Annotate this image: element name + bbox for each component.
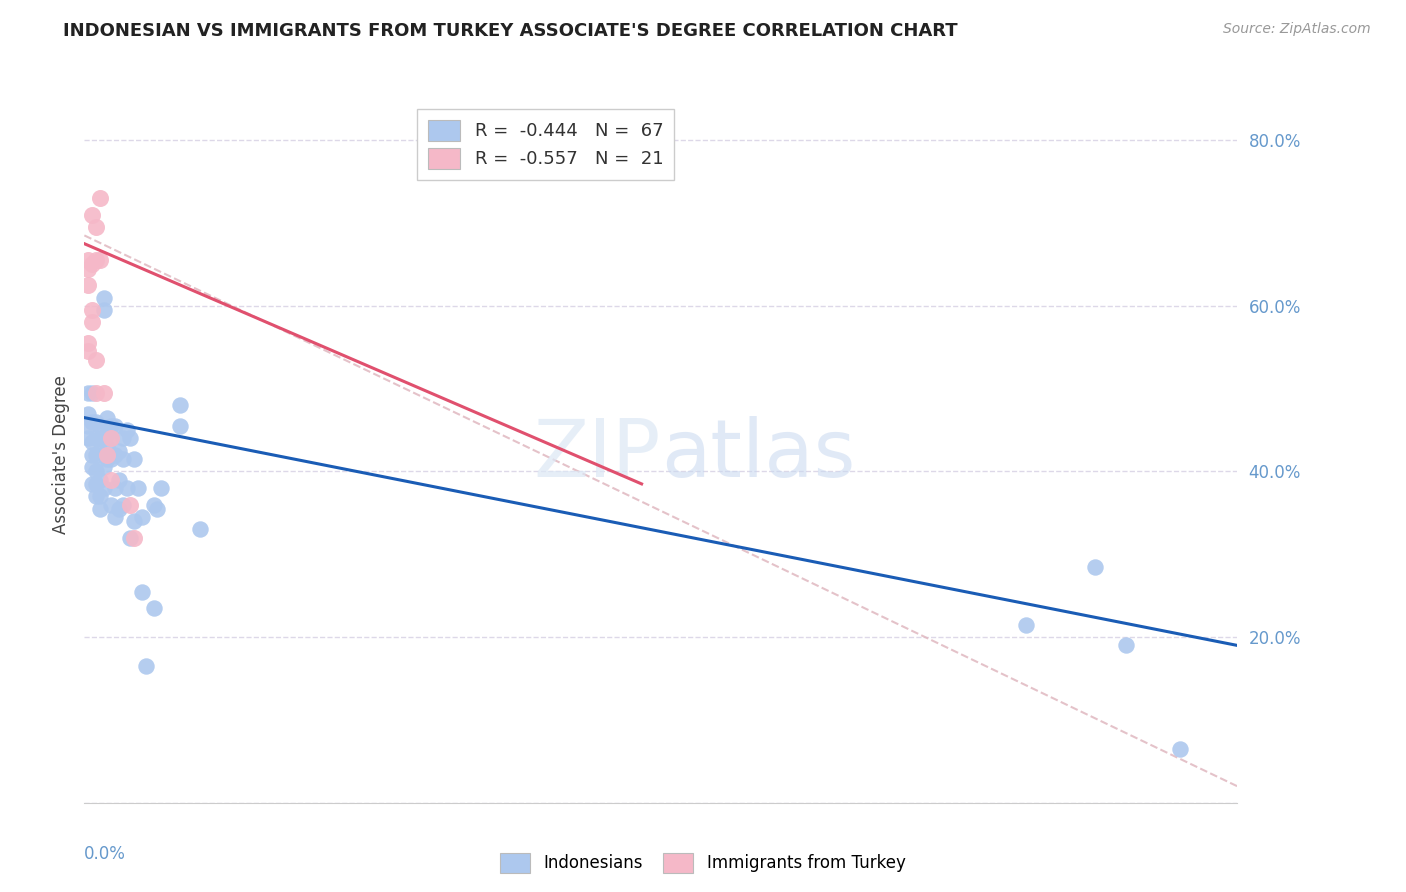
Point: [131, 584, 153, 599]
Point: [84, 489, 107, 503]
Point: [77, 431, 100, 445]
Point: [89, 191, 111, 205]
Point: [89, 419, 111, 434]
Point: [77, 336, 100, 351]
Text: ZIP: ZIP: [533, 416, 661, 494]
Point: [80, 315, 103, 329]
Point: [100, 473, 122, 487]
Point: [89, 431, 111, 445]
Point: [80, 257, 103, 271]
Point: [84, 253, 107, 268]
Point: [135, 659, 157, 673]
Point: [111, 431, 134, 445]
Point: [84, 415, 107, 429]
Point: [150, 481, 173, 495]
Point: [89, 501, 111, 516]
Point: [93, 303, 115, 318]
Point: [111, 452, 134, 467]
Point: [77, 385, 100, 400]
Point: [80, 476, 103, 491]
Point: [77, 344, 100, 359]
Point: [100, 431, 122, 445]
Legend: R =  -0.444   N =  67, R =  -0.557   N =  21: R = -0.444 N = 67, R = -0.557 N = 21: [418, 109, 673, 179]
Point: [142, 498, 165, 512]
Point: [80, 460, 103, 475]
Point: [84, 465, 107, 479]
Point: [100, 498, 122, 512]
Text: atlas: atlas: [661, 416, 855, 494]
Point: [84, 385, 107, 400]
Y-axis label: Associate's Degree: Associate's Degree: [52, 376, 70, 534]
Point: [111, 498, 134, 512]
Point: [96, 410, 118, 425]
Point: [96, 427, 118, 442]
Point: [84, 220, 107, 235]
Point: [108, 443, 131, 458]
Point: [124, 514, 146, 528]
Point: [120, 531, 142, 545]
Point: [131, 510, 153, 524]
Point: [80, 303, 103, 318]
Point: [89, 473, 111, 487]
Point: [100, 431, 122, 445]
Point: [77, 419, 100, 434]
Point: [93, 460, 115, 475]
Point: [1115, 639, 1137, 653]
Point: [108, 473, 131, 487]
Point: [84, 431, 107, 445]
Text: INDONESIAN VS IMMIGRANTS FROM TURKEY ASSOCIATE'S DEGREE CORRELATION CHART: INDONESIAN VS IMMIGRANTS FROM TURKEY ASS…: [63, 22, 957, 40]
Point: [84, 476, 107, 491]
Text: Source: ZipAtlas.com: Source: ZipAtlas.com: [1223, 22, 1371, 37]
Point: [104, 448, 127, 462]
Point: [120, 431, 142, 445]
Text: 0.0%: 0.0%: [84, 845, 127, 863]
Point: [77, 253, 100, 268]
Point: [84, 352, 107, 367]
Point: [100, 419, 122, 434]
Point: [77, 261, 100, 276]
Point: [104, 510, 127, 524]
Point: [127, 481, 149, 495]
Point: [104, 419, 127, 434]
Point: [1168, 742, 1191, 756]
Point: [96, 452, 118, 467]
Point: [96, 448, 118, 462]
Point: [80, 435, 103, 450]
Point: [115, 423, 138, 437]
Point: [188, 523, 211, 537]
Point: [77, 278, 100, 293]
Point: [93, 481, 115, 495]
Point: [104, 481, 127, 495]
Point: [120, 498, 142, 512]
Point: [89, 253, 111, 268]
Point: [169, 398, 191, 412]
Point: [80, 415, 103, 429]
Point: [142, 601, 165, 615]
Point: [169, 419, 191, 434]
Point: [1015, 617, 1038, 632]
Point: [84, 448, 107, 462]
Point: [93, 431, 115, 445]
Point: [93, 385, 115, 400]
Point: [96, 440, 118, 454]
Point: [77, 407, 100, 421]
Point: [89, 443, 111, 458]
Point: [108, 501, 131, 516]
Point: [1084, 559, 1107, 574]
Point: [93, 448, 115, 462]
Point: [80, 208, 103, 222]
Point: [115, 481, 138, 495]
Point: [80, 448, 103, 462]
Point: [80, 385, 103, 400]
Point: [124, 452, 146, 467]
Point: [89, 489, 111, 503]
Point: [100, 452, 122, 467]
Point: [124, 531, 146, 545]
Point: [146, 501, 169, 516]
Point: [93, 291, 115, 305]
Legend: Indonesians, Immigrants from Turkey: Indonesians, Immigrants from Turkey: [494, 847, 912, 880]
